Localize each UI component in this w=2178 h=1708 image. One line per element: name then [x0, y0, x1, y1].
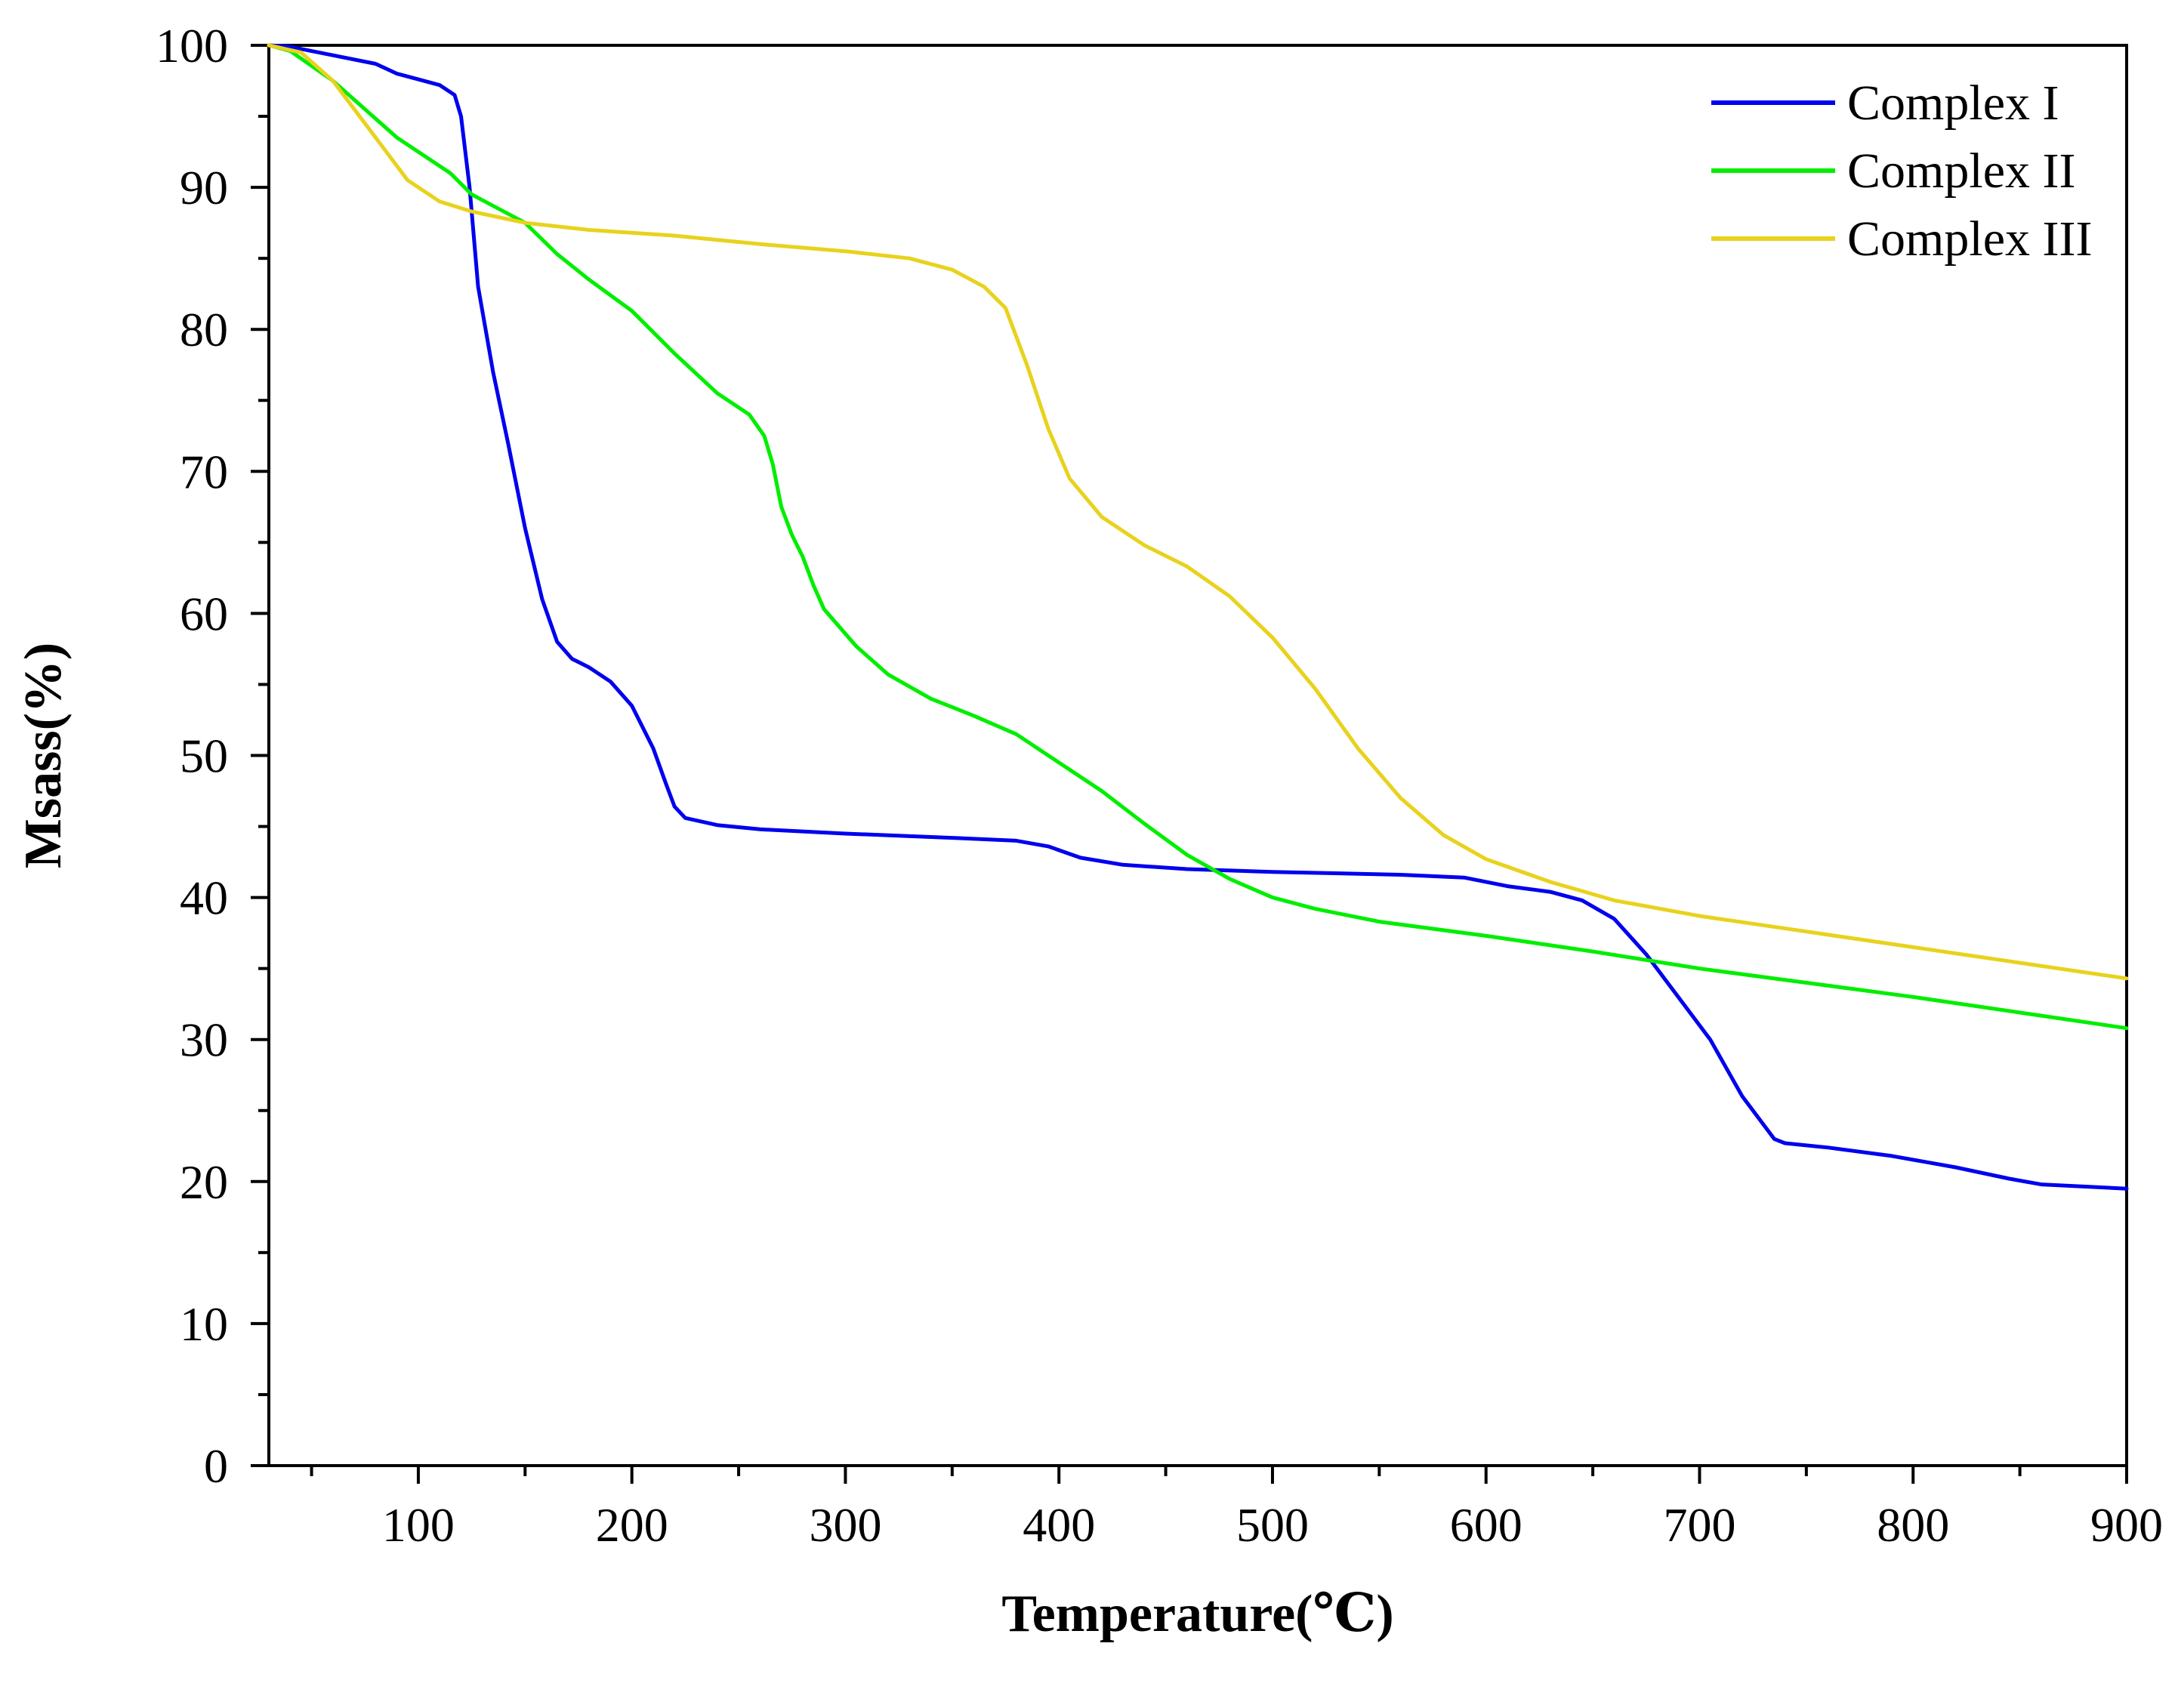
y-tick-label: 100: [156, 19, 228, 72]
y-axis: 0 10 20 30 40 50 60 70 80 90 100: [156, 19, 269, 1493]
x-tick-label: 400: [1023, 1498, 1095, 1552]
series-line-complex-iii: [267, 43, 2129, 981]
x-tick-label: 200: [596, 1498, 668, 1552]
legend-label: Complex III: [1847, 211, 2092, 267]
y-tick-label: 0: [204, 1439, 228, 1493]
y-tick-label: 50: [180, 729, 228, 783]
x-axis-title: Temperature(℃): [1001, 1585, 1393, 1643]
x-tick-label: 700: [1663, 1498, 1735, 1552]
x-tick-label: 900: [2090, 1498, 2163, 1552]
legend-label: Complex II: [1847, 143, 2075, 199]
y-tick-label: 40: [180, 871, 228, 925]
series-line-complex-i: [267, 43, 2129, 1191]
y-tick-label: 70: [180, 445, 228, 498]
series-lines: [267, 43, 2129, 1191]
x-tick-label: 800: [1877, 1498, 1949, 1552]
y-tick-label: 10: [180, 1297, 228, 1351]
y-axis-title: Msass(%): [14, 643, 72, 868]
x-tick-label: 600: [1450, 1498, 1522, 1552]
series-line-complex-ii: [267, 43, 2129, 1031]
legend: Complex I Complex II Complex III: [1711, 76, 2092, 267]
x-tick-label: 100: [382, 1498, 455, 1552]
y-tick-label: 60: [180, 587, 228, 640]
y-tick-label: 30: [180, 1013, 228, 1067]
x-axis: 100 200 300 400 500 600 700 800 900: [310, 1466, 2163, 1552]
y-tick-label: 80: [180, 303, 228, 356]
y-tick-label: 20: [180, 1155, 228, 1209]
x-tick-label: 500: [1236, 1498, 1309, 1552]
y-tick-label: 90: [180, 161, 228, 214]
x-tick-label: 300: [809, 1498, 881, 1552]
legend-label: Complex I: [1847, 76, 2059, 131]
